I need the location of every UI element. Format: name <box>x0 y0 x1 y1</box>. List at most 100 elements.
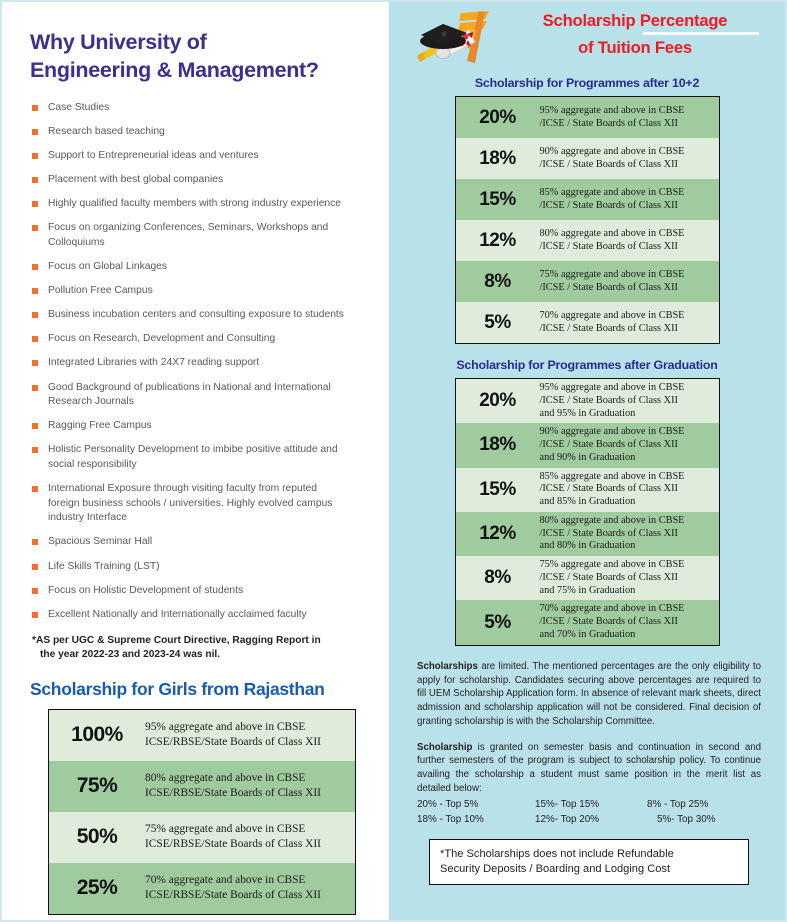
eligibility-description: 90% aggregate and above in CBSE/ICSE / S… <box>540 426 691 464</box>
heading-after-graduation: Scholarship for Programmes after Graduat… <box>456 358 718 372</box>
eligibility-line: /ICSE / State Boards of Class XII <box>539 240 678 252</box>
eligibility-line: /ICSE / State Boards of Class XII <box>539 322 678 334</box>
square-bullet-icon <box>32 312 38 319</box>
merit-item: 8% - Top 25% <box>647 798 709 810</box>
terms-1-lead: Scholarships <box>417 660 478 672</box>
merit-column-1: 20% - Top 5% 18% - Top 10% <box>417 797 535 828</box>
eligibility-line: /ICSE / State Boards of Class XII <box>539 616 678 628</box>
table-row: 25% 70% aggregate and above in CBSE ICSE/R… <box>49 862 355 914</box>
merit-item: 18% - Top 10% <box>417 814 484 826</box>
scholarship-percentage: 15% <box>479 188 516 210</box>
scholarship-percentage: 20% <box>479 390 516 412</box>
eligibility-line: ICSE/RBSE/State Boards of Class XII <box>145 787 321 800</box>
square-bullet-icon <box>32 423 38 430</box>
heading-after-10plus2: Scholarship for Programmes after 10+2 <box>474 76 700 90</box>
square-bullet-icon <box>32 336 38 343</box>
square-bullet-icon <box>32 486 38 493</box>
eligibility-line: /ICSE / State Boards of Class XII <box>539 199 678 211</box>
scholarship-percentage: 12% <box>479 523 516 545</box>
eligibility-line: /ICSE / State Boards of Class XII <box>539 117 678 129</box>
brand-title-rule <box>643 32 759 35</box>
eligibility-description: 75% aggregate and above in CBSE/ICSE / S… <box>540 269 691 295</box>
feature-list-item: Integrated Libraries with 24X7 reading s… <box>30 356 348 371</box>
eligibility-line: and 80% in Graduation <box>539 540 636 552</box>
eligibility-line: 75% aggregate and above in CBSE <box>539 268 685 280</box>
brand-header: Scholarship Percentage of Tuition Fees <box>403 2 771 68</box>
table-row: 5% 70% aggregate and above in CBSE/ICSE /… <box>455 302 719 343</box>
feature-list-item-label: Life Skills Training (LST) <box>48 560 160 572</box>
eligibility-description: 80% aggregate and above in CBSE ICSE/RBSE… <box>145 771 329 801</box>
feature-list-item-label: Highly qualified faculty members with st… <box>48 198 342 210</box>
eligibility-line: 75% aggregate and above in CBSE <box>145 823 306 836</box>
eligibility-description: 70% aggregate and above in CBSE ICSE/RBSE… <box>145 873 329 903</box>
square-bullet-icon <box>32 611 38 618</box>
feature-list-item-label: Spacious Seminar Hall <box>48 536 153 548</box>
table-row: 100% 95% aggregate and above in CBSE ICSE/… <box>49 709 355 761</box>
terms-2-lead: Scholarship <box>417 741 473 753</box>
eligibility-description: 70% aggregate and above in CBSE/ICSE / S… <box>540 310 691 336</box>
eligibility-line: /ICSE / State Boards of Class XII <box>539 527 678 539</box>
square-bullet-icon <box>32 360 38 367</box>
scholarship-percentage: 20% <box>479 106 516 128</box>
table-row: 15% 85% aggregate and above in CBSE/ICSE … <box>455 467 719 512</box>
table-row: 12% 80% aggregate and above in CBSE/ICSE … <box>455 220 719 261</box>
eligibility-line: ICSE/RBSE/State Boards of Class XII <box>145 736 321 749</box>
feature-list-item-label: Holistic Personality Development to imbi… <box>48 444 338 470</box>
feature-list-item: Pollution Free Campus <box>30 284 348 299</box>
eligibility-line: 75% aggregate and above in CBSE <box>539 559 685 571</box>
scholarship-percentage: 100% <box>71 723 123 747</box>
square-bullet-icon <box>32 128 38 135</box>
terms-2-body: is granted on semester basis and continu… <box>417 741 761 794</box>
eligibility-description: 70% aggregate and above in CBSE/ICSE / S… <box>540 603 691 641</box>
feature-list-item: Focus on Global Linkages <box>30 260 348 275</box>
refundable-note-box: *The Scholarships does not include Refun… <box>429 839 749 886</box>
feature-list-item: Focus on Research, Development and Consu… <box>30 332 348 347</box>
table-row: 15% 85% aggregate and above in CBSE/ICSE … <box>455 179 719 220</box>
eligibility-line: 80% aggregate and above in CBSE <box>539 514 685 526</box>
feature-list-item: Highly qualified faculty members with st… <box>30 197 348 212</box>
feature-list-item-label: Case Studies <box>48 101 110 113</box>
square-bullet-icon <box>32 225 38 232</box>
feature-list-item-label: Business incubation centers and consulti… <box>48 309 344 321</box>
feature-list-item-label: Excellent Nationally and Internationally… <box>48 608 307 620</box>
square-bullet-icon <box>32 563 38 570</box>
table-row: 75% 80% aggregate and above in CBSE ICSE/R… <box>49 760 355 812</box>
feature-list-item: Focus on Holistic Development of student… <box>30 584 348 599</box>
square-bullet-icon <box>32 384 38 391</box>
feature-list-item: Business incubation centers and consulti… <box>30 308 348 323</box>
merit-item: 15%- Top 15% <box>535 798 600 810</box>
eligibility-line: /ICSE / State Boards of Class XII <box>539 571 678 583</box>
eligibility-description: 95% aggregate and above in CBSE/ICSE / S… <box>540 105 691 131</box>
square-bullet-icon <box>32 177 38 184</box>
scholarship-table-after-10plus2: 20% 95% aggregate and above in CBSE/ICSE … <box>454 96 720 344</box>
feature-list-item: Life Skills Training (LST) <box>30 560 348 575</box>
feature-list-item-label: Placement with best global companies <box>48 174 224 186</box>
merit-column-2: 15%- Top 15% 12%- Top 20% <box>535 797 647 828</box>
table-row: 8% 75% aggregate and above in CBSE/ICSE /… <box>455 261 719 302</box>
ragging-footnote: *AS per UGC & Supreme Court Directive, R… <box>32 635 321 661</box>
terms-paragraph-1: Scholarships are limited. The mentioned … <box>417 660 761 729</box>
feature-list-item-label: Good Background of publications in Natio… <box>48 381 331 408</box>
merit-item: 20% - Top 5% <box>417 798 479 810</box>
feature-list-item-label: Integrated Libraries with 24X7 reading s… <box>48 357 260 369</box>
scholarship-percentage: 15% <box>479 478 516 500</box>
eligibility-description: 75% aggregate and above in CBSE/ICSE / S… <box>540 559 691 597</box>
eligibility-line: and 85% in Graduation <box>539 496 636 508</box>
feature-list-item-label: Focus on Research, Development and Consu… <box>48 333 276 345</box>
feature-list-item-label: Pollution Free Campus <box>48 285 153 297</box>
square-bullet-icon <box>32 152 38 159</box>
feature-list-item: Holistic Personality Development to imbi… <box>30 443 348 472</box>
scholarship-percentage: 5% <box>484 611 511 633</box>
table-row: 18% 90% aggregate and above in CBSE/ICSE … <box>455 138 719 179</box>
merit-item: 12%- Top 20% <box>535 814 600 826</box>
feature-list-item: International Exposure through visiting … <box>30 482 348 526</box>
eligibility-description: 95% aggregate and above in CBSE ICSE/RBSE… <box>145 720 329 750</box>
square-bullet-icon <box>32 201 38 208</box>
merit-list-grid: 20% - Top 5% 18% - Top 10% 15%- Top 15% … <box>417 797 761 828</box>
terms-paragraph-2: Scholarship is granted on semester basis… <box>417 741 761 796</box>
scholarship-percentage: 18% <box>479 147 516 169</box>
eligibility-line: /ICSE / State Boards of Class XII <box>539 158 678 170</box>
feature-list-item: Placement with best global companies <box>30 173 348 188</box>
scholarship-percentage: 8% <box>484 270 511 292</box>
feature-list-item-label: Focus on Global Linkages <box>48 261 168 273</box>
